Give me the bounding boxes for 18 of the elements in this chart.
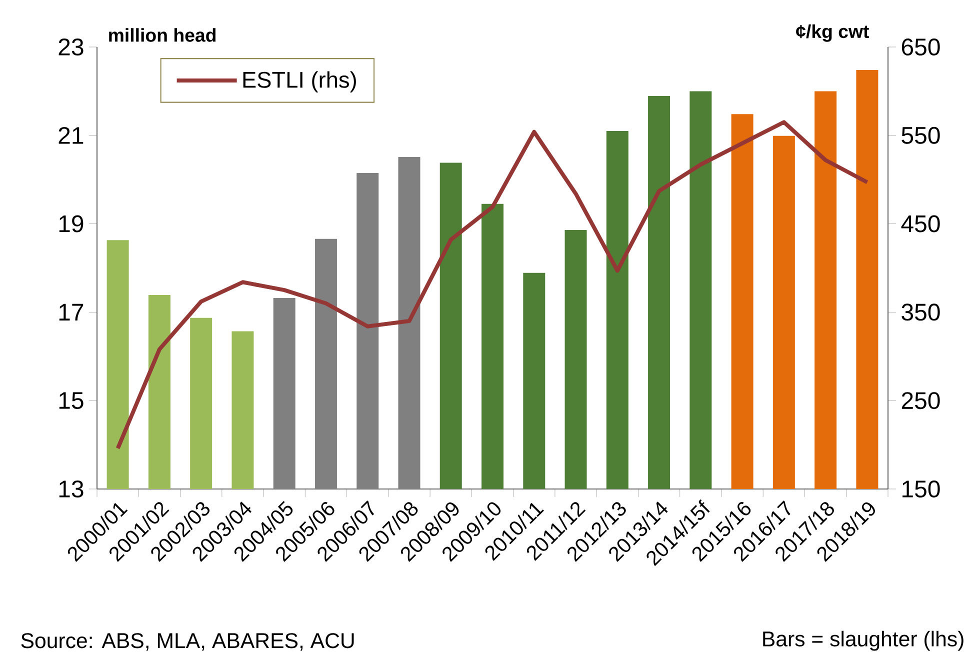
y2-tick-label: 150 <box>902 480 940 498</box>
y2-axis-title: ¢/kg cwt <box>796 24 869 42</box>
y-tick-label: 17 <box>59 304 84 320</box>
line-series <box>116 120 870 450</box>
legend-label: ESTLI (rhs) <box>243 71 356 92</box>
y2-tick-label: 450 <box>901 215 940 232</box>
y2-tick-label: 350 <box>902 304 940 321</box>
text: Bars = slaughter (lhs) <box>763 630 964 651</box>
y-tick-label: 21 <box>58 126 84 144</box>
y-tick-label: 19 <box>59 215 84 232</box>
y-tick-label: 13 <box>59 480 84 498</box>
y-tick-label: 23 <box>58 38 84 56</box>
y2-tick-label: 650 <box>902 38 940 56</box>
y-axis-title: million head <box>109 28 216 42</box>
y2-tick-label: 250 <box>902 392 940 410</box>
source-note: Source: ABS, MLA, ABARES, ACU <box>21 633 354 651</box>
y2-tick-label: 550 <box>902 126 940 144</box>
y-tick-label: 15 <box>59 392 84 409</box>
